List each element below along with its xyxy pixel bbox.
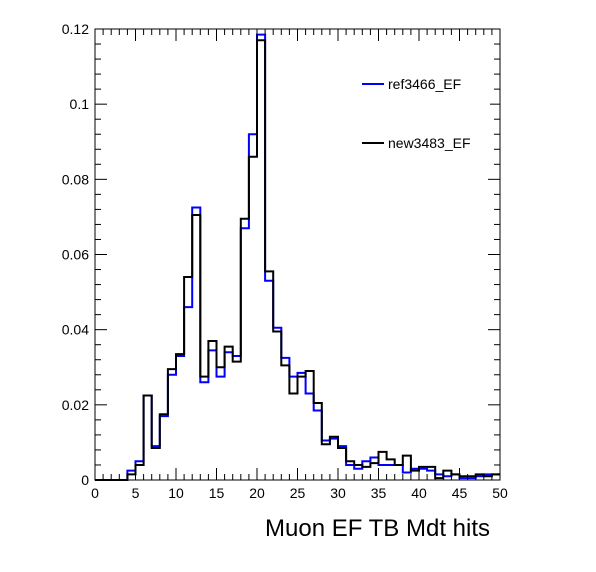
x-tick-label: 45 (452, 485, 468, 501)
legend-box (355, 60, 490, 170)
y-tick-label: 0.12 (62, 21, 89, 37)
y-tick-label: 0.08 (62, 171, 89, 187)
x-tick-label: 5 (132, 485, 140, 501)
series-new3483_EF (95, 39, 500, 481)
legend-label-ref3466: ref3466_EF (388, 76, 461, 92)
legend: ref3466_EF new3483_EF (355, 60, 490, 170)
x-tick-label: 30 (330, 485, 346, 501)
x-tick-label: 50 (492, 485, 508, 501)
y-tick-label: 0.1 (70, 96, 90, 112)
series-ref3466_EF (95, 33, 500, 481)
x-tick-label: 35 (371, 485, 387, 501)
x-tick-label: 20 (249, 485, 265, 501)
x-tick-label: 40 (411, 485, 427, 501)
y-tick-label: 0 (81, 472, 89, 488)
legend-label-new3483: new3483_EF (388, 135, 471, 151)
x-axis-title: Muon EF TB Mdt hits (265, 515, 490, 542)
y-tick-label: 0.02 (62, 397, 89, 413)
y-tick-label: 0.06 (62, 247, 89, 263)
x-tick-label: 25 (290, 485, 306, 501)
axis-group: 0 5 10 15 20 25 30 35 40 45 50 0 0.02 0.04 0.06 0.08 0.1… (62, 21, 508, 501)
series-group (95, 33, 500, 481)
y-tick-label: 0.04 (62, 322, 89, 338)
x-tick-label: 0 (91, 485, 99, 501)
x-tick-label: 15 (209, 485, 225, 501)
x-tick-label: 10 (168, 485, 184, 501)
